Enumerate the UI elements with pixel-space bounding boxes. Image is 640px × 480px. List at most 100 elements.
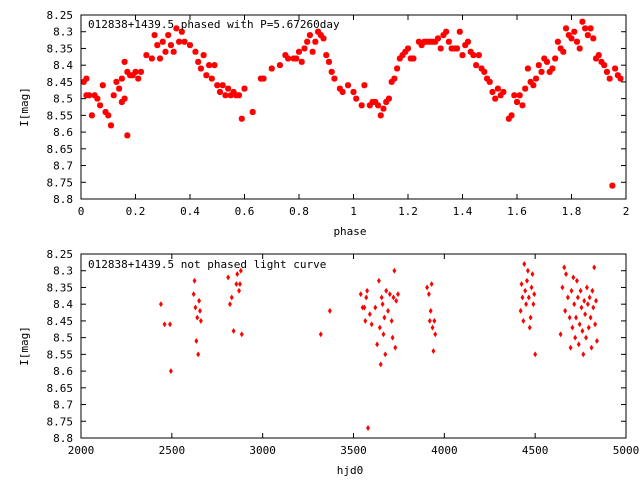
unphased-data-point <box>194 338 199 344</box>
unphased-data-point <box>363 317 368 324</box>
unphased-data-point <box>576 341 581 348</box>
unphased-data-point <box>158 301 163 308</box>
unphased-data-point <box>594 297 598 304</box>
phased-ytick-label: 8.35 <box>47 42 74 55</box>
unphased-data-point <box>426 291 431 298</box>
phased-data-point <box>440 32 447 39</box>
unphased-data-point <box>520 294 525 301</box>
unphased-data-point <box>228 301 232 308</box>
phased-data-point <box>541 55 548 62</box>
phased-data-point <box>293 55 300 62</box>
unphased-data-point <box>380 301 385 308</box>
phased-data-point <box>434 35 441 42</box>
phased-xtick-label: 1 <box>350 205 357 218</box>
unphased-data-point <box>168 368 173 375</box>
phased-data-point <box>437 45 444 52</box>
phased-data-point <box>497 92 504 99</box>
phased-data-point <box>385 95 392 102</box>
phased-data-point <box>124 132 131 139</box>
unphased-data-point <box>531 301 536 308</box>
phased-data-point <box>377 112 384 119</box>
phased-data-point <box>486 78 493 85</box>
phased-data-point <box>328 68 335 75</box>
phased-data-point <box>159 38 166 45</box>
unphased-data-point <box>369 321 374 328</box>
phased-data-point <box>576 45 583 52</box>
phased-data-point <box>456 28 463 35</box>
unphased-data-point <box>590 287 595 294</box>
phased-data-point <box>148 55 155 62</box>
phased-data-point <box>552 55 559 62</box>
unphased-data-point <box>558 331 563 338</box>
unphased-data-point <box>318 331 323 338</box>
unphased-data-point <box>591 304 596 311</box>
unphased-plot-frame <box>80 253 627 439</box>
phased-data-point <box>203 72 210 79</box>
phased-data-point <box>538 68 545 75</box>
unphased-data-point <box>364 294 369 301</box>
unphased-data-point <box>229 294 234 301</box>
unphased-data-point <box>427 317 432 324</box>
phased-data-point <box>99 82 106 89</box>
phased-data-point <box>353 95 360 102</box>
phased-data-point <box>372 98 379 105</box>
phased-data-point <box>475 52 482 59</box>
unphased-data-point <box>237 287 242 294</box>
unphased-data-point <box>582 297 587 304</box>
unphased-data-point <box>584 284 589 291</box>
phased-data-point <box>571 28 578 35</box>
phased-data-point <box>598 58 605 65</box>
unphased-data-point <box>565 294 570 301</box>
phased-data-point <box>187 42 193 49</box>
phased-plot-panel: 0 0.2 0.4 0.6 0.8 1 1.2 1.4 1.6 1.8 2 8.25 8.3 8.35 8.… <box>18 9 629 238</box>
unphased-xtick-label: 3000 <box>249 444 276 457</box>
unphased-data-point <box>425 284 430 291</box>
unphased-data-point <box>366 425 370 431</box>
phased-ytick-label: 8.7 <box>53 160 73 173</box>
phased-data-point <box>320 35 327 42</box>
phased-data-point <box>394 65 401 72</box>
phased-data-point <box>200 52 207 59</box>
unphased-data-point <box>376 277 381 284</box>
unphased-data-point <box>525 277 529 284</box>
unphased-data-point <box>362 304 367 311</box>
phased-data-point <box>579 18 586 25</box>
phased-data-point <box>405 45 411 52</box>
unphased-plot-title: 012838+1439.5 not phased light curve <box>88 258 326 271</box>
phased-data-point <box>206 62 213 69</box>
phased-data-point <box>222 92 229 99</box>
phased-data-point <box>110 92 117 99</box>
phased-data-point <box>366 102 373 109</box>
phased-ytick-label: 8.75 <box>47 176 74 189</box>
unphased-data-point <box>429 281 434 288</box>
unphased-data-point <box>585 301 590 308</box>
unphased-data-point <box>588 314 593 321</box>
phased-xtick-label: 0.6 <box>235 205 255 218</box>
phased-ytick-label: 8.45 <box>47 76 74 89</box>
unphased-data-point <box>197 297 202 304</box>
phased-data-point <box>464 38 471 45</box>
unphased-data-point <box>373 304 378 311</box>
unphased-data-point <box>191 291 196 298</box>
phased-data-point <box>88 112 95 119</box>
phased-data-point <box>225 85 232 92</box>
phased-data-point <box>584 32 591 39</box>
phased-data-point <box>312 38 319 45</box>
phased-data-point <box>358 102 365 109</box>
unphased-ytick-label: 8.25 <box>47 248 74 261</box>
phased-data-point <box>121 95 128 102</box>
phased-data-point <box>609 182 616 189</box>
unphased-data-point <box>589 344 594 351</box>
unphased-data-point <box>391 294 396 301</box>
phased-data-point <box>478 65 485 72</box>
phased-data-point <box>83 75 90 82</box>
phased-data-point <box>276 62 283 69</box>
phased-ytick-label: 8.25 <box>47 9 74 22</box>
phased-data-point <box>554 38 561 45</box>
unphased-data-point <box>237 281 242 288</box>
phased-data-point <box>418 42 425 49</box>
phased-data-point <box>165 32 172 39</box>
phased-data-point <box>432 38 439 45</box>
unphased-data-point <box>226 274 231 281</box>
phased-data-point <box>105 112 112 119</box>
